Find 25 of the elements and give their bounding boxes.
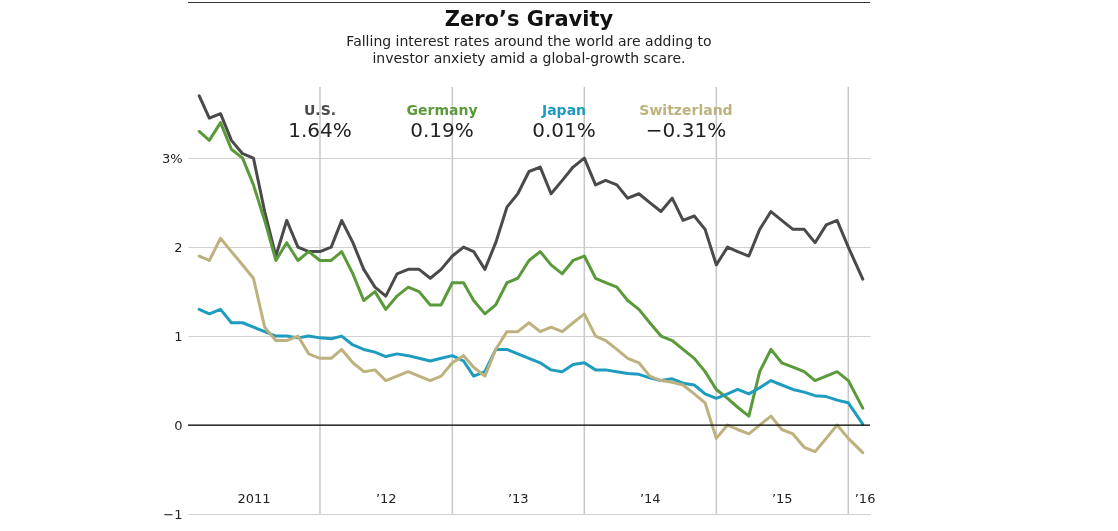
chart-title: Zero’s Gravity — [443, 7, 615, 31]
text: Japan — [540, 102, 588, 118]
text: Germany — [405, 102, 479, 118]
x-tick-label: 2011 — [237, 490, 271, 506]
line-series — [197, 121, 865, 418]
line-series — [197, 94, 865, 298]
y-tick-label: 3% — [161, 150, 183, 166]
annotation: 0.19% — [409, 118, 475, 142]
x-tick-label: ’16 — [854, 490, 876, 506]
text: Switzerland — [638, 102, 734, 118]
y-tick-label: 0 — [174, 417, 183, 433]
chart-subtitle: Falling interest rates around the world are adding to investor anxiety amid a global-growth scare. — [345, 33, 713, 67]
annotation: 1.64% — [287, 118, 353, 142]
x-tick-label: ’14 — [639, 490, 661, 506]
x-tick-label: ’15 — [771, 490, 793, 506]
text: U.S. — [302, 102, 338, 118]
y-tick-label: 1 — [174, 328, 183, 344]
x-tick-label: ’12 — [375, 490, 397, 506]
x-tick-label: ’13 — [507, 490, 529, 506]
line-series — [197, 236, 865, 455]
y-tick-label: −1 — [163, 506, 183, 522]
line-series — [197, 307, 865, 426]
annotation: −0.31% — [644, 118, 728, 142]
y-tick-label: 2 — [174, 239, 183, 255]
annotation: 0.01% — [531, 118, 597, 142]
